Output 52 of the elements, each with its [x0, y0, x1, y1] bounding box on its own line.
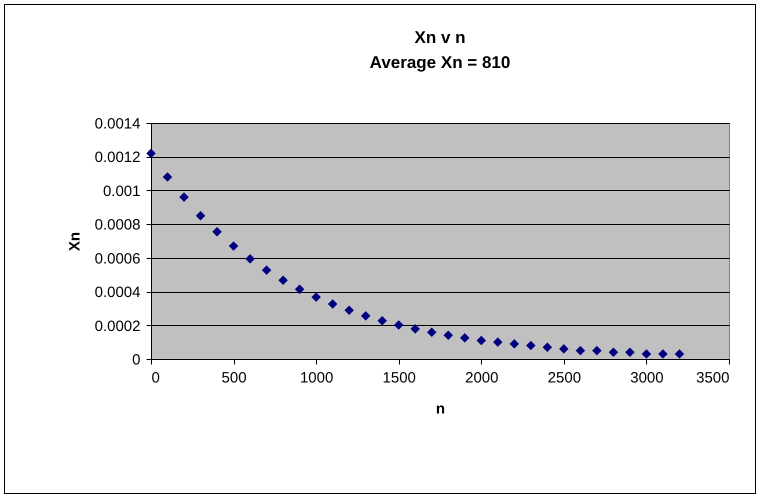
- point: [179, 192, 189, 202]
- point: [162, 172, 172, 182]
- point: [278, 276, 288, 286]
- point: [576, 346, 586, 356]
- point: [228, 241, 238, 251]
- point: [542, 342, 552, 352]
- y-tick-label: 0.001: [102, 182, 140, 200]
- y-tick-label: 0.0004: [94, 284, 140, 302]
- point: [493, 337, 503, 347]
- point: [294, 284, 304, 294]
- point: [360, 311, 370, 321]
- x-tick-label: 3000: [630, 370, 664, 386]
- point: [377, 316, 387, 326]
- point: [658, 349, 668, 359]
- point: [526, 340, 536, 350]
- point: [608, 348, 618, 357]
- x-axis-title: n: [436, 400, 446, 418]
- x-tick-label: 1500: [382, 370, 416, 386]
- point: [625, 348, 635, 357]
- chart-title: Xn v n: [414, 28, 466, 47]
- y-tick-label: 0.0012: [94, 149, 140, 166]
- point: [427, 327, 436, 337]
- x-tick-label: 1000: [300, 370, 334, 386]
- point: [344, 306, 354, 316]
- y-tick-label: 0.0002: [94, 318, 140, 335]
- point: [476, 336, 486, 346]
- point: [460, 333, 470, 343]
- chart-subtitle: Average Xn = 810: [370, 53, 510, 72]
- point: [394, 320, 404, 330]
- x-tick-label: 0: [152, 370, 160, 386]
- point: [592, 346, 602, 356]
- x-tick-label: 2500: [548, 370, 582, 386]
- point: [212, 226, 222, 236]
- y-axis-title: Xn: [66, 232, 84, 252]
- y-tick-label: 0.0008: [94, 216, 140, 234]
- y-tick-label: 0: [132, 352, 140, 368]
- x-tick-label: 2000: [465, 370, 498, 386]
- x-tick-label: 500: [222, 370, 247, 386]
- y-tick-label: 0.0014: [94, 116, 140, 132]
- point: [262, 265, 272, 275]
- point: [196, 210, 206, 220]
- x-tick-label: 3500: [696, 370, 730, 386]
- point: [510, 339, 520, 349]
- point: [559, 344, 569, 354]
- y-tick-label: 0.0006: [94, 250, 140, 268]
- point: [328, 299, 338, 309]
- point: [311, 292, 321, 302]
- point: [444, 330, 453, 340]
- point: [245, 254, 255, 264]
- point: [642, 349, 652, 359]
- point: [674, 349, 684, 359]
- point: [410, 324, 420, 334]
